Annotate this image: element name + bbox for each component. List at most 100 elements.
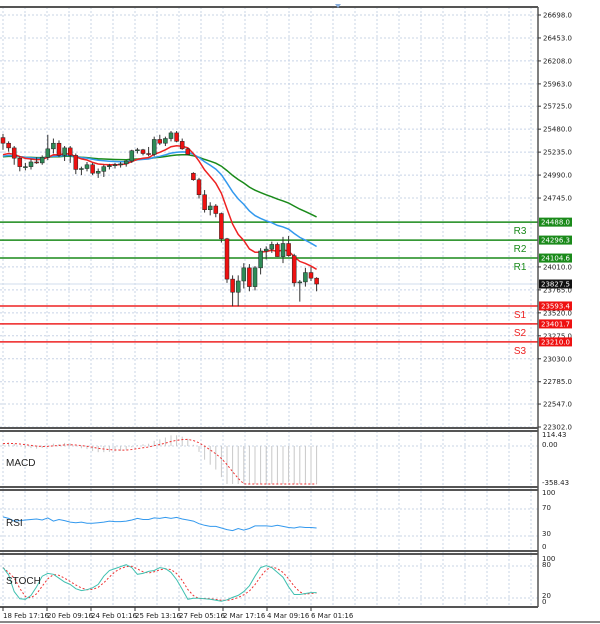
- bear-candle: [34, 161, 39, 164]
- price-tick-label: 26698.0: [543, 12, 572, 20]
- slow-ma-line: [2, 154, 317, 218]
- bear-candle: [286, 243, 291, 256]
- time-tick-label: 24 Feb 01:16: [91, 612, 137, 620]
- bull-candle: [151, 139, 157, 155]
- rsi-panel: [2, 516, 317, 532]
- level-price-tag-text: 24488.0: [541, 219, 570, 227]
- bull-candle: [297, 281, 303, 284]
- bull-candle: [241, 267, 247, 282]
- bear-candle: [0, 137, 6, 144]
- level-label-s2: S2: [514, 328, 527, 339]
- indicator-tick-label: 0: [542, 543, 546, 551]
- bull-candle: [263, 248, 269, 252]
- bear-candle: [17, 157, 23, 167]
- macd-signal-line: [2, 438, 317, 485]
- bull-candle: [39, 157, 45, 164]
- bull-candle: [118, 163, 123, 166]
- indicator-tick-label: 70: [542, 504, 551, 512]
- bull-candle: [235, 280, 241, 293]
- bull-candle: [129, 150, 135, 162]
- chart-shift-marker-icon[interactable]: [335, 4, 341, 8]
- stoch-main-line: [2, 564, 317, 602]
- price-tick-label: 24990.0: [543, 172, 572, 180]
- bear-candle: [67, 147, 73, 156]
- bull-candle: [62, 147, 67, 156]
- bear-candle: [213, 205, 219, 214]
- level-price-tag-r1: [539, 253, 572, 263]
- panel-frames: [0, 6, 600, 623]
- indicator-tick-label: -358.43: [542, 479, 569, 487]
- level-label-s1: S1: [514, 310, 527, 321]
- bear-candle: [179, 141, 185, 150]
- level-label-s3: S3: [514, 346, 527, 357]
- level-price-tag-r2: [539, 235, 572, 245]
- price-tick-label: 22547.0: [543, 401, 572, 409]
- price-tick-label: 24010.0: [543, 263, 572, 271]
- bull-candle: [28, 161, 34, 167]
- bull-candle: [280, 243, 286, 257]
- bear-candle: [146, 153, 151, 155]
- macd-label: MACD: [6, 458, 35, 469]
- bear-candle: [275, 244, 280, 257]
- bull-candle: [112, 164, 118, 167]
- indicator-tick-label: 20: [542, 592, 551, 600]
- price-tick-label: 26208.0: [543, 57, 572, 65]
- current-price-tag: [539, 279, 572, 289]
- price-tick-label: 25963.0: [543, 80, 572, 88]
- candlesticks: [0, 131, 319, 307]
- bull-candle: [252, 267, 258, 287]
- bear-candle: [219, 213, 224, 240]
- bear-candle: [157, 139, 163, 144]
- level-label-r1: R1: [514, 262, 527, 273]
- time-tick-label: 25 Feb 13:16: [135, 612, 181, 620]
- price-axis: 26698.0 26453.0 26208.0 25963.0 25725.0 25480…: [538, 12, 572, 606]
- price-tick-label: 24745.0: [543, 195, 572, 203]
- bear-candle: [174, 132, 179, 142]
- stoch-signal-line: [2, 565, 317, 601]
- bear-candle: [247, 267, 252, 287]
- level-price-tag-s1: [539, 301, 572, 311]
- bear-candle: [230, 278, 235, 293]
- bull-candle: [79, 168, 84, 170]
- stoch-panel: [2, 564, 317, 602]
- price-tick-label: 23030.0: [543, 355, 572, 363]
- bear-candle: [11, 147, 17, 159]
- rsi-label: RSI: [6, 518, 23, 529]
- price-tick-label: 22785.0: [543, 378, 572, 386]
- level-price-tag-s2: [539, 319, 572, 329]
- bear-candle: [6, 142, 11, 149]
- bear-candle: [202, 194, 207, 211]
- price-tick-label: 23520.0: [543, 309, 572, 317]
- bear-candle: [73, 155, 79, 170]
- bull-candle: [107, 165, 112, 167]
- level-price-tag-text: 24296.3: [541, 237, 570, 245]
- indicator-tick-label: 100: [542, 555, 555, 563]
- bull-candle: [95, 171, 101, 174]
- price-tags: 24488.0 24296.3 24104.6 23593.4 23401.7 23210…: [539, 217, 572, 347]
- level-price-tag-text: 23210.0: [541, 338, 570, 346]
- price-tick-label: 25480.0: [543, 126, 572, 134]
- rsi-line: [2, 516, 317, 532]
- time-tick-label: 2 Mar 17:16: [223, 612, 266, 620]
- bull-candle: [84, 164, 90, 169]
- bear-candle: [56, 142, 62, 156]
- time-tick-label: 6 Mar 01:16: [311, 612, 354, 620]
- time-tick-label: 18 Feb 17:16: [3, 612, 49, 620]
- macd-panel: [2, 435, 318, 485]
- price-tick-label: 23275.0: [543, 332, 572, 340]
- bear-candle: [196, 179, 202, 196]
- level-price-tag-text: 24104.6: [541, 255, 570, 263]
- fast-ma-line: [2, 144, 317, 270]
- bull-candle: [101, 166, 107, 172]
- bull-candle: [45, 148, 51, 158]
- bull-candle: [123, 160, 129, 165]
- indicator-tick-label: 100: [542, 489, 555, 497]
- bear-candle: [191, 172, 196, 181]
- bull-candle: [51, 142, 56, 150]
- bear-candle: [185, 148, 191, 155]
- medium-ma-line: [2, 151, 317, 248]
- level-label-r3: R3: [514, 226, 527, 237]
- level-label-r2: R2: [514, 244, 527, 255]
- level-price-tag-s3: [539, 337, 572, 347]
